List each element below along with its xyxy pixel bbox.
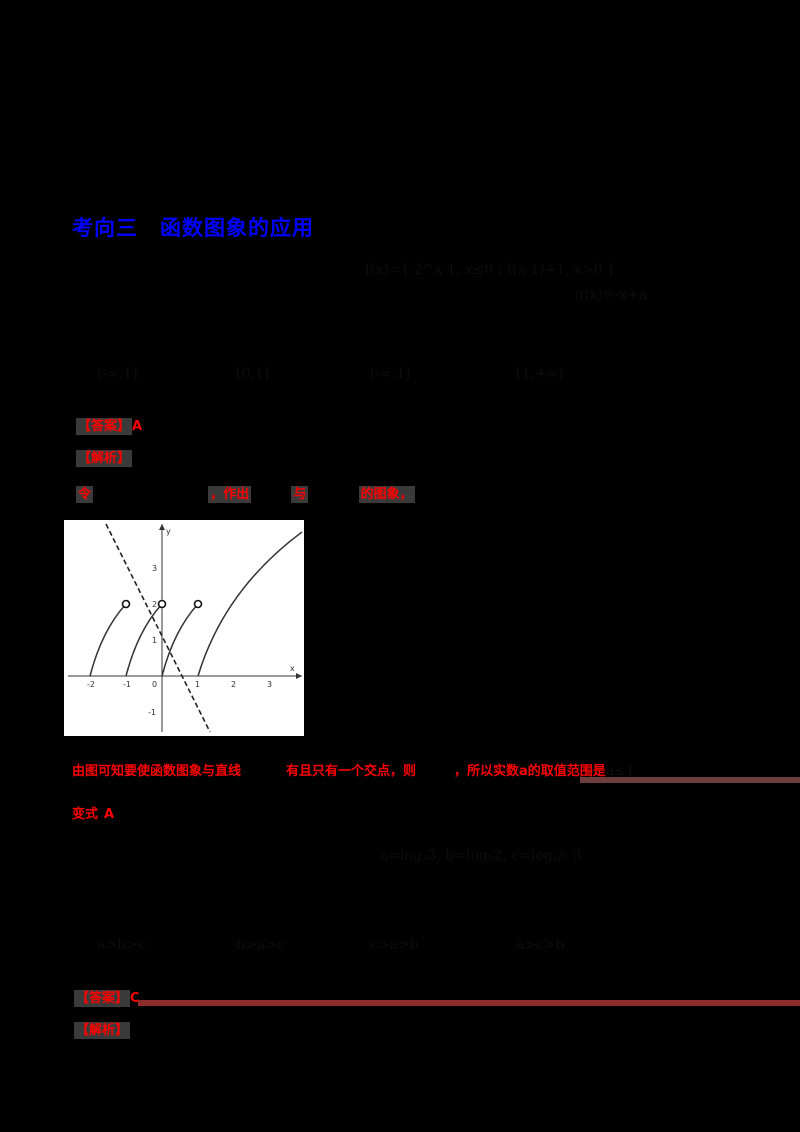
answer-value: C [130, 991, 140, 1006]
q1-option-a: (-∞,1] [97, 366, 138, 382]
svg-text:1: 1 [152, 636, 157, 645]
analysis-label: 【解析】 [76, 450, 133, 467]
conclusion-text-3: ，所以实数a的取值范围是 [454, 764, 606, 779]
q2-label: 变式 A [72, 803, 114, 822]
x-axis-label: x [290, 664, 295, 673]
analysis-label: 【解析】 [74, 1022, 131, 1039]
conclusion-math: a≤1 [605, 763, 635, 779]
x-ticks: -2 -1 0 1 2 3 [87, 680, 272, 689]
svg-text:-1: -1 [123, 680, 131, 689]
q1-answer: 【答案】 A [76, 415, 143, 435]
analysis-suffix: 的图象， [358, 486, 415, 503]
svg-text:-1: -1 [148, 708, 156, 717]
q2-option-d: a>c>b [516, 937, 565, 953]
answer-label: 【答案】 [76, 418, 133, 435]
q1-analysis-line: 令 ，作出 与 的图象， [76, 483, 415, 503]
analysis-prefix: 令 [76, 486, 94, 503]
y-ticks: -1 1 2 3 [148, 564, 157, 717]
y-axis-label: y [166, 527, 171, 536]
q2-option-a: a>b>c [97, 937, 146, 953]
conclusion-text-2: 有且只有一个交点，则 [286, 764, 417, 779]
section-heading: 考向三 函数图象的应用 [72, 216, 314, 240]
q1-option-c: (-∞,1) [370, 366, 411, 382]
q1-stem-line: g(x)=-x+a [575, 287, 648, 303]
svg-text:-2: -2 [87, 680, 95, 689]
q2-stem-math: a=log₂3, b=log₃2, c=log₁/₂ 3 [380, 848, 583, 864]
q2-analysis-label: 【解析】 [74, 1019, 131, 1039]
svg-text:3: 3 [152, 564, 157, 573]
q1-option-b: [0,1] [236, 366, 270, 382]
q1-conclusion: 由图可知要使函数图象与直线 有且只有一个交点，则 ，所以实数a的取值范围是a≤1 [72, 760, 635, 779]
divider [580, 777, 800, 783]
conclusion-text: 由图可知要使函数图象与直线 [72, 764, 242, 779]
q1-option-d: [1,+∞) [516, 366, 564, 382]
q1-stem-function: f(x)={ 2^x-1, x≤0 ; f(x-1)+1, x>0 } [365, 262, 616, 278]
svg-text:2: 2 [231, 680, 236, 689]
q2-answer: 【答案】 C [74, 987, 140, 1007]
function-graph: x y -2 -1 0 1 2 3 -1 1 2 3 [64, 520, 304, 736]
q1-analysis-label: 【解析】 [76, 447, 133, 467]
q2-label-value: A [104, 807, 115, 822]
graph-svg: x y -2 -1 0 1 2 3 -1 1 2 3 [68, 523, 303, 733]
answer-label: 【答案】 [74, 990, 131, 1007]
divider [138, 1000, 800, 1006]
svg-text:1: 1 [195, 680, 200, 689]
q2-option-c: c>a>b [370, 937, 419, 953]
svg-text:3: 3 [267, 680, 272, 689]
svg-text:2: 2 [152, 600, 157, 609]
q2-label-text: 变式 [72, 807, 99, 822]
svg-text:0: 0 [152, 680, 157, 689]
analysis-mid2: 与 [291, 486, 309, 503]
answer-value: A [132, 419, 143, 434]
analysis-mid: ，作出 [208, 486, 252, 503]
q2-option-b: b>a>c [236, 937, 285, 953]
